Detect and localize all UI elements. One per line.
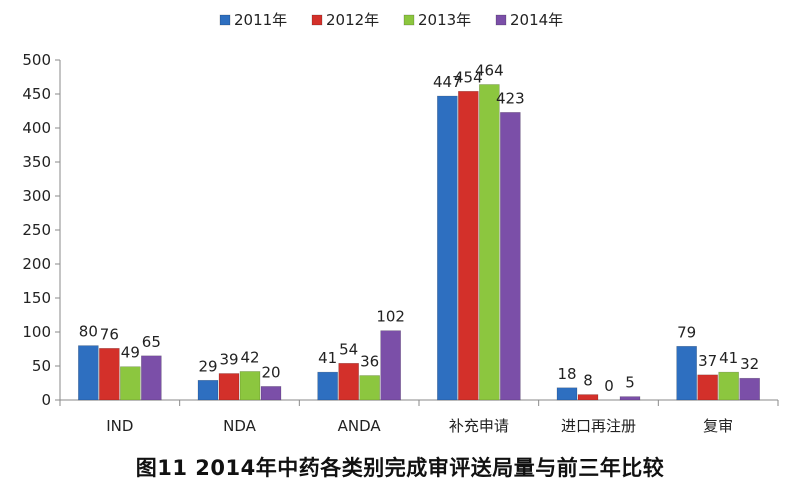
bar xyxy=(437,95,458,401)
bars xyxy=(78,84,760,401)
bar xyxy=(479,84,500,401)
data-labels: 80 29 41 447 18 79 76 39 54 454 8 37 49 42 36 464 0 41 65 2… xyxy=(79,61,759,395)
legend-swatch xyxy=(403,14,415,26)
bar xyxy=(120,366,141,401)
data-label: 5 xyxy=(625,374,635,392)
bar xyxy=(317,371,338,401)
data-label: 41 xyxy=(719,349,738,367)
y-tick-label: 50 xyxy=(32,357,51,375)
data-label: 102 xyxy=(376,308,405,326)
data-label: 29 xyxy=(198,357,217,375)
bar xyxy=(619,396,641,401)
bar xyxy=(359,375,380,401)
bar xyxy=(99,348,120,401)
bar xyxy=(500,112,521,401)
data-label: 423 xyxy=(496,89,525,107)
legend-swatch xyxy=(311,14,323,26)
bar xyxy=(260,386,282,401)
figure-caption: 图11 2014年中药各类别完成审评送局量与前三年比较 xyxy=(135,456,665,480)
bar xyxy=(739,377,760,401)
data-label: 0 xyxy=(604,377,614,395)
data-label: 41 xyxy=(318,349,337,367)
data-label: 54 xyxy=(339,340,358,358)
bar-chart: 2011年 2012年 2013年 2014年 0501001502002503003… xyxy=(22,11,779,435)
legend-label: 2014年 xyxy=(510,11,563,29)
y-tick-label: 500 xyxy=(22,51,51,69)
data-label: 464 xyxy=(475,61,504,79)
data-label: 36 xyxy=(360,353,379,371)
data-label: 32 xyxy=(740,355,759,373)
y-tick-label: 150 xyxy=(22,289,51,307)
x-tick-label: ANDA xyxy=(338,417,382,435)
y-tick-label: 300 xyxy=(22,187,51,205)
legend-label: 2012年 xyxy=(326,11,379,29)
data-label: 20 xyxy=(261,363,280,381)
data-label: 65 xyxy=(142,333,161,351)
bar xyxy=(577,394,599,401)
y-tick-label: 450 xyxy=(22,85,51,103)
data-label: 37 xyxy=(698,352,717,370)
bar xyxy=(556,387,578,401)
y-tick-label: 400 xyxy=(22,119,51,137)
legend: 2011年 2012年 2013年 2014年 xyxy=(219,11,563,29)
legend-swatch xyxy=(219,14,231,26)
bar xyxy=(697,374,718,401)
legend-label: 2011年 xyxy=(234,11,287,29)
y-tick-label: 250 xyxy=(22,221,51,239)
data-label: 39 xyxy=(219,350,238,368)
data-label: 18 xyxy=(557,365,576,383)
data-label: 42 xyxy=(240,348,259,366)
legend-label: 2013年 xyxy=(418,11,471,29)
bar xyxy=(78,345,99,401)
y-tick-label: 200 xyxy=(22,255,51,273)
data-label: 49 xyxy=(121,344,140,362)
bar xyxy=(197,379,219,401)
bar xyxy=(718,371,739,401)
data-label: 80 xyxy=(79,323,98,341)
bar xyxy=(141,355,162,401)
x-axis: IND NDA ANDA 补充申请 进口再注册 复审 xyxy=(59,399,779,435)
y-tick-label: 350 xyxy=(22,153,51,171)
data-label: 79 xyxy=(677,323,696,341)
x-tick-label: NDA xyxy=(223,417,257,435)
x-tick-label: 补充申请 xyxy=(449,417,509,435)
bar xyxy=(380,330,401,401)
bar xyxy=(239,371,261,401)
y-tick-label: 100 xyxy=(22,323,51,341)
data-label: 76 xyxy=(100,325,119,343)
bar xyxy=(676,345,697,401)
bar xyxy=(338,362,359,401)
data-label: 8 xyxy=(583,372,593,390)
bar xyxy=(218,373,240,401)
bar xyxy=(458,90,479,401)
data-label: 454 xyxy=(454,68,483,86)
y-tick-label: 0 xyxy=(41,391,51,409)
x-tick-label: IND xyxy=(106,417,133,435)
data-label: 447 xyxy=(433,73,462,91)
y-axis: 0 50 100 150 200 250 300 350 400 450 500 xyxy=(22,51,61,409)
x-tick-label: 复审 xyxy=(703,417,733,435)
x-tick-label: 进口再注册 xyxy=(561,417,636,435)
legend-swatch xyxy=(495,14,507,26)
